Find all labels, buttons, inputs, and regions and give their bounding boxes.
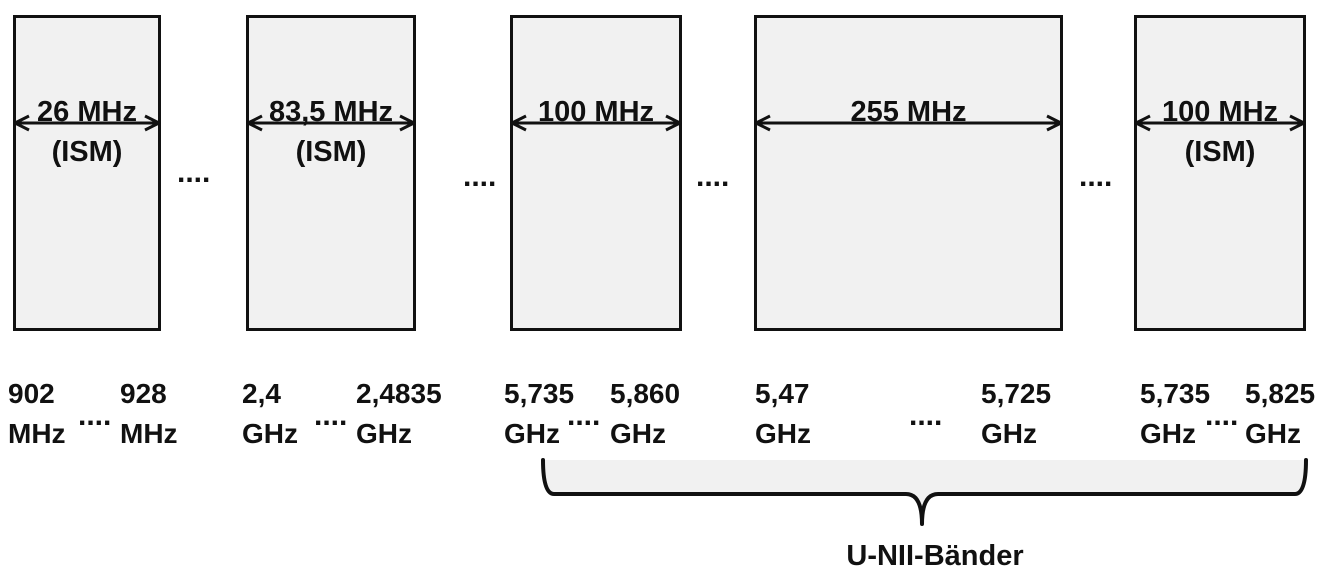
frequency-label: 5,860 GHz bbox=[610, 378, 681, 449]
gap-ellipsis: .... bbox=[696, 160, 730, 193]
frequency-label: 5,825 GHz bbox=[1245, 378, 1316, 449]
band-5: 100 MHz (ISM) bbox=[1134, 15, 1306, 331]
frequency-label: 5,735 GHz bbox=[504, 378, 575, 449]
gap-ellipsis: .... bbox=[177, 156, 211, 189]
band-width-label: 255 MHz bbox=[850, 96, 967, 128]
frequency-label: 5,47 GHz bbox=[755, 378, 811, 449]
range-ellipsis: .... bbox=[314, 399, 348, 432]
curly-brace-icon bbox=[541, 458, 1308, 526]
band-width-label: 100 MHz bbox=[537, 96, 655, 128]
frequency-label: 2,4 GHz bbox=[242, 378, 298, 449]
frequency-label: 928 MHz bbox=[120, 378, 178, 449]
frequency-label: 902 MHz bbox=[8, 378, 66, 449]
band-type-label: (ISM) bbox=[1184, 136, 1256, 168]
band-width-label: 26 MHz bbox=[37, 96, 137, 128]
band-type-label: (ISM) bbox=[295, 136, 367, 168]
range-ellipsis: .... bbox=[567, 399, 601, 432]
frequency-label: 5,735 GHz bbox=[1140, 378, 1211, 449]
group-label: U-NII-Bänder bbox=[846, 540, 1024, 572]
band-2: 83,5 MHz (ISM) bbox=[246, 15, 416, 331]
frequency-label: 5,725 GHz bbox=[981, 378, 1052, 449]
range-ellipsis: .... bbox=[1205, 399, 1239, 432]
double-arrow-icon bbox=[1134, 114, 1306, 132]
band-width-label: 83,5 MHz bbox=[268, 96, 394, 128]
range-ellipsis: .... bbox=[909, 399, 943, 432]
double-arrow-icon bbox=[246, 114, 416, 132]
band-1: 26 MHz (ISM) bbox=[13, 15, 161, 331]
band-3: 100 MHz bbox=[510, 15, 682, 331]
double-arrow-icon bbox=[13, 114, 161, 132]
double-arrow-icon bbox=[510, 114, 682, 132]
gap-ellipsis: .... bbox=[463, 160, 497, 193]
double-arrow-icon bbox=[754, 114, 1063, 132]
frequency-label: 2,4835 GHz bbox=[356, 378, 442, 449]
band-width-label: 100 MHz bbox=[1161, 96, 1279, 128]
band-4: 255 MHz bbox=[754, 15, 1063, 331]
gap-ellipsis: .... bbox=[1079, 160, 1113, 193]
range-ellipsis: .... bbox=[78, 399, 112, 432]
band-type-label: (ISM) bbox=[51, 136, 123, 168]
